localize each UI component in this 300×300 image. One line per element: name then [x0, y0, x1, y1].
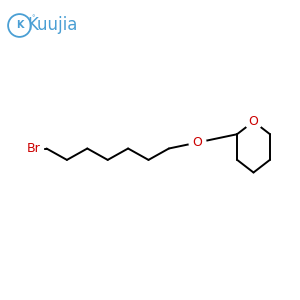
Text: °: ° [31, 15, 34, 21]
Text: O: O [193, 136, 202, 149]
Circle shape [24, 139, 44, 158]
Text: O: O [249, 115, 258, 128]
Text: K: K [16, 20, 23, 31]
Text: Br: Br [27, 142, 41, 155]
Text: Kuujia: Kuujia [27, 16, 78, 34]
Circle shape [245, 113, 262, 130]
Circle shape [189, 134, 206, 151]
